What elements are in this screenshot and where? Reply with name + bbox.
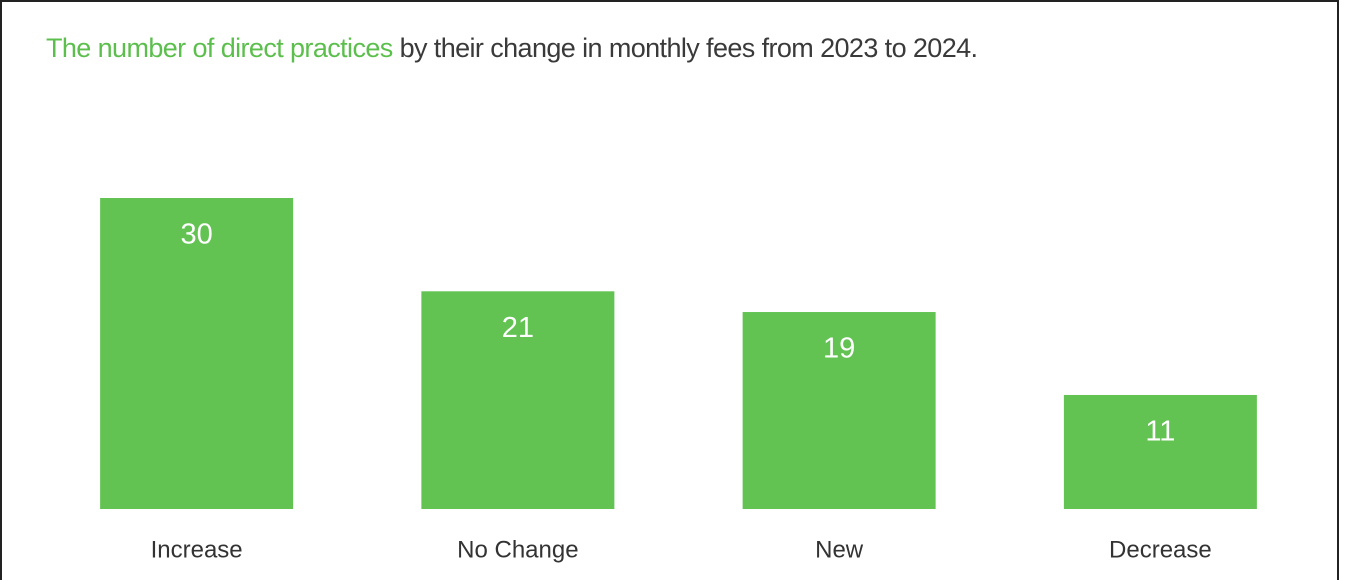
chart-title: The number of direct practices by their … <box>46 28 1106 68</box>
value-label: 21 <box>502 312 534 344</box>
value-label: 19 <box>823 333 855 365</box>
title-rest: by their change in monthly fees from 202… <box>399 33 978 63</box>
title-highlight: The number of direct practices <box>46 33 393 63</box>
bar <box>742 312 936 509</box>
bar <box>421 291 615 509</box>
x-tick-label: New <box>815 536 864 563</box>
x-tick-label: Decrease <box>1109 536 1212 563</box>
x-tick-label: Increase <box>151 536 243 563</box>
value-label: 30 <box>180 219 212 251</box>
bar <box>1063 394 1257 509</box>
bar <box>100 198 294 509</box>
value-label: 11 <box>1145 416 1175 448</box>
x-tick-label: No Change <box>457 536 578 563</box>
